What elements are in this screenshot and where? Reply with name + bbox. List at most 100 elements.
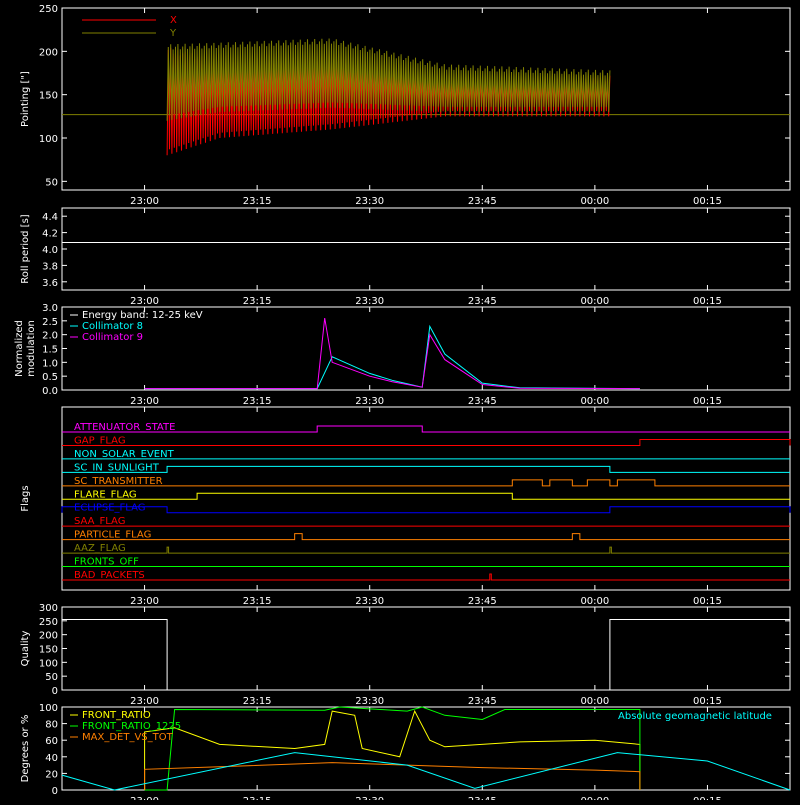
series-line <box>144 709 641 790</box>
flag-line <box>62 533 790 541</box>
series-line <box>144 762 641 790</box>
x-tick-label: 23:15 <box>243 596 272 607</box>
series-line <box>61 752 791 791</box>
y-tick-label: 100 <box>39 658 58 669</box>
flag-label: GAP_FLAG <box>74 435 126 446</box>
legend-label: X <box>170 15 177 26</box>
x-tick-label: 00:00 <box>580 596 609 607</box>
y-tick-label: 300 <box>39 603 58 614</box>
x-tick-label: 23:00 <box>130 696 159 707</box>
flag-line <box>62 425 790 433</box>
y-tick-label: 20 <box>45 769 58 780</box>
flag-line <box>62 546 790 554</box>
x-tick-label: 23:45 <box>468 796 497 800</box>
x-tick-label: 23:30 <box>355 396 384 407</box>
flag-line <box>62 479 790 487</box>
y-tick-label: 100 <box>39 703 58 714</box>
flag-label: FLARE_FLAG <box>74 489 137 500</box>
legend-label: Collimator 8 <box>82 321 143 332</box>
legend-label: Collimator 9 <box>82 332 143 343</box>
y-tick-label: 4.4 <box>42 212 58 223</box>
y-tick-label: 250 <box>39 4 58 15</box>
y-tick-label: 1.5 <box>42 345 58 356</box>
flag-label: AAZ_FLAG <box>74 543 126 554</box>
x-tick-label: 23:15 <box>243 696 272 707</box>
x-tick-label: 23:00 <box>130 196 159 207</box>
panel-frame-flags <box>61 406 791 591</box>
legend-label: Energy band: 12-25 keV <box>82 310 203 321</box>
flag-line <box>62 492 790 500</box>
panel-frame-ratios <box>61 706 791 791</box>
x-tick-label: 23:45 <box>468 396 497 407</box>
y-tick-label: 0.5 <box>42 372 58 383</box>
x-tick-label: 23:30 <box>355 796 384 800</box>
y-tick-label: 250 <box>39 617 58 628</box>
series-line-Y <box>166 38 611 121</box>
y-axis-label: modulation <box>26 320 37 377</box>
panel-frame-pointing <box>61 7 791 191</box>
x-tick-label: 23:45 <box>468 196 497 207</box>
y-tick-label: 0 <box>52 786 58 797</box>
x-tick-label: 23:15 <box>243 196 272 207</box>
y-axis-label: Pointing ["] <box>20 71 31 127</box>
y-tick-label: 50 <box>45 672 58 683</box>
flag-label: SAA_FLAG <box>74 516 125 527</box>
x-tick-label: 00:00 <box>580 396 609 407</box>
flag-label: SC_TRANSMITTER <box>74 476 163 487</box>
y-tick-label: 150 <box>39 91 58 102</box>
series-line <box>144 318 640 390</box>
x-tick-label: 00:00 <box>580 196 609 207</box>
flag-label: ECLIPSE_FLAG <box>74 503 145 514</box>
y-tick-label: 100 <box>39 134 58 145</box>
y-tick-label: 2.0 <box>42 331 58 342</box>
y-tick-label: 60 <box>45 736 58 747</box>
x-tick-label: 23:15 <box>243 796 272 800</box>
x-tick-label: 23:00 <box>130 296 159 307</box>
x-tick-label: 23:45 <box>468 696 497 707</box>
x-tick-label: 00:15 <box>693 596 722 607</box>
flag-label: BAD_PACKETS <box>74 570 145 581</box>
flag-line <box>62 573 790 581</box>
x-tick-label: 23:30 <box>355 596 384 607</box>
x-tick-label: 00:15 <box>693 296 722 307</box>
flag-label: ATTENUATOR_STATE <box>74 422 175 433</box>
y-tick-label: 0.0 <box>42 386 58 397</box>
y-axis-label: Roll period [s] <box>20 214 31 283</box>
x-tick-label: 00:15 <box>693 696 722 707</box>
legend-label: Y <box>169 28 177 39</box>
x-tick-label: 23:30 <box>355 296 384 307</box>
x-tick-label: 00:15 <box>693 796 722 800</box>
flag-line <box>62 438 791 446</box>
x-tick-label: 23:15 <box>243 396 272 407</box>
legend-label: MAX_DET_VS_TOT <box>82 732 174 743</box>
series-line <box>144 706 641 791</box>
y-axis-label: Normalized <box>14 320 25 377</box>
flag-label: NON_SOLAR_EVENT <box>74 449 175 460</box>
y-tick-label: 4.2 <box>42 229 58 240</box>
flag-line <box>61 506 791 514</box>
x-tick-label: 00:15 <box>693 196 722 207</box>
x-tick-label: 23:00 <box>130 596 159 607</box>
flag-label: PARTICLE_FLAG <box>74 530 151 541</box>
x-tick-label: 23:00 <box>130 396 159 407</box>
y-tick-label: 80 <box>45 720 58 731</box>
y-axis-label: Degrees or % <box>20 715 31 783</box>
x-tick-label: 00:00 <box>580 796 609 800</box>
y-axis-label: Quality <box>20 631 31 667</box>
x-tick-label: 00:15 <box>693 396 722 407</box>
x-tick-label: 00:00 <box>580 696 609 707</box>
x-tick-label: 23:15 <box>243 296 272 307</box>
y-axis-label: Flags <box>20 485 31 511</box>
flag-label: FRONTS_OFF <box>74 557 139 568</box>
series-line <box>62 619 790 691</box>
y-tick-label: 150 <box>39 645 58 656</box>
series-line <box>144 324 640 390</box>
legend-label: FRONT_RATIO <box>82 710 151 721</box>
y-tick-label: 0 <box>52 686 58 697</box>
x-tick-label: 23:00 <box>130 796 159 800</box>
y-tick-label: 4.0 <box>42 245 58 256</box>
y-tick-label: 2.5 <box>42 317 58 328</box>
y-tick-label: 40 <box>45 753 58 764</box>
y-tick-label: 200 <box>39 47 58 58</box>
